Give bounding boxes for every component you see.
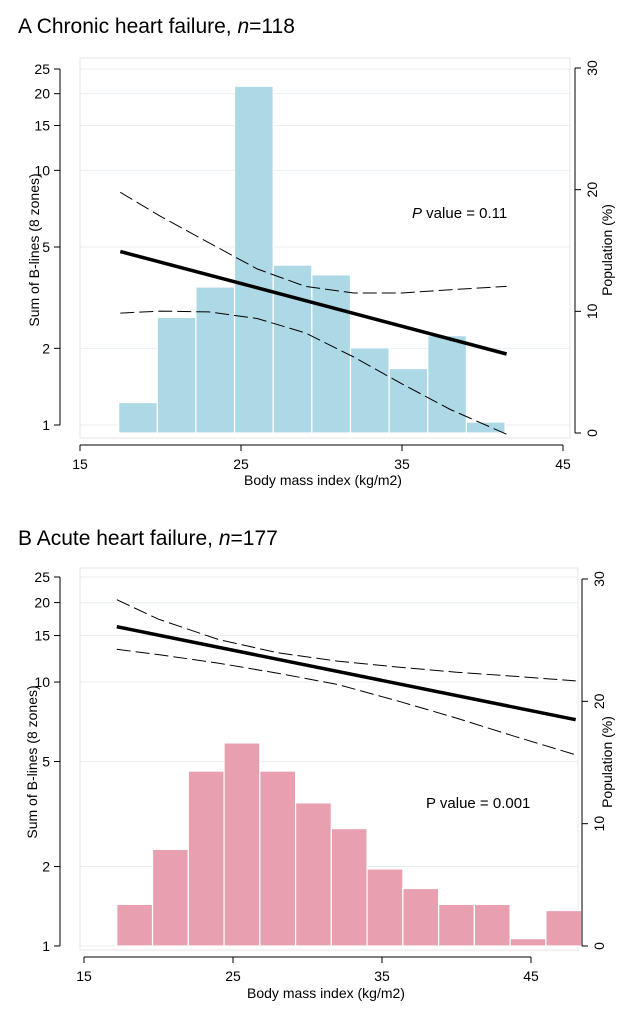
histogram-bar (330, 827, 368, 947)
panel-b-y2-axis-label: Population (%) (599, 716, 615, 808)
y-tick-label: 1 (42, 417, 50, 433)
y2-tick-label: 30 (591, 571, 607, 587)
y-tick-label: 1 (42, 938, 50, 954)
panel-a-title: A Chronic heart failure, n=118 (18, 15, 295, 38)
histogram-bar (187, 770, 225, 947)
y-tick-label: 15 (34, 117, 50, 133)
y2-tick-label: 0 (584, 429, 600, 437)
y2-tick-label: 20 (584, 182, 600, 198)
histogram-bar (473, 903, 511, 947)
y-tick-label: 5 (42, 239, 50, 255)
y-tick-label: 15 (34, 628, 50, 644)
x-tick-label: 35 (394, 456, 410, 472)
y-tick-label: 10 (34, 674, 50, 690)
histogram-bar (156, 316, 197, 434)
x-tick-label: 45 (555, 456, 571, 472)
ci-lower-line (120, 310, 507, 435)
histogram-bar (259, 770, 297, 947)
x-tick-label: 35 (374, 968, 390, 984)
x-tick-label: 25 (233, 456, 249, 472)
fit-line (116, 624, 577, 722)
y-tick-label: 20 (34, 595, 50, 611)
panel-b-title: B Acute heart failure, n=177 (18, 527, 278, 550)
histogram-bar (151, 848, 189, 947)
y-tick-label: 25 (34, 61, 50, 77)
histogram-bar (272, 264, 313, 434)
panel-a: A Chronic heart failure, n=118 125101520… (18, 15, 615, 488)
histogram-bar (294, 802, 332, 947)
panel-b-p-value: P value = 0.001 (426, 795, 530, 812)
histogram-bar (545, 909, 583, 947)
ci-upper-line (120, 191, 507, 294)
y2-tick-label: 0 (591, 942, 607, 950)
panel-b: B Acute heart failure, n=177 12510152025… (18, 527, 615, 1001)
panel-b-fit-lines (116, 599, 577, 756)
y-tick-label: 2 (42, 859, 50, 875)
y2-tick-label: 30 (584, 60, 600, 76)
histogram-bar (402, 887, 440, 947)
y2-tick-label: 10 (591, 816, 607, 832)
y-tick-label: 5 (42, 754, 50, 770)
histogram-bar (195, 286, 236, 434)
panel-b-histogram (116, 742, 583, 947)
histogram-bar (427, 335, 468, 434)
panel-a-fit-lines (119, 191, 508, 435)
y-tick-label: 25 (34, 569, 50, 585)
y-tick-label: 10 (34, 162, 50, 178)
ci-upper-line (116, 599, 576, 682)
x-tick-label: 45 (523, 968, 539, 984)
panel-a-p-value: P value = 0.11 (412, 205, 507, 222)
y2-tick-label: 20 (591, 693, 607, 709)
y-tick-label: 20 (34, 86, 50, 102)
x-tick-label: 15 (72, 456, 88, 472)
histogram-bar (465, 421, 506, 434)
histogram-bar (349, 347, 390, 434)
histogram-bar (388, 367, 429, 434)
panel-b-x-axis-label: Body mass index (kg/m2) (247, 985, 405, 1001)
histogram-bar (438, 903, 475, 947)
fit-line (119, 249, 508, 356)
histogram-bar (366, 868, 404, 947)
panel-a-x-axis-label: Body mass index (kg/m2) (244, 472, 402, 488)
ci-lower-line (116, 648, 576, 756)
y2-tick-label: 10 (584, 303, 600, 319)
histogram-bar (116, 903, 154, 947)
histogram-bar (223, 742, 261, 947)
panel-a-y2-axis-label: Population (%) (599, 204, 615, 296)
x-tick-label: 15 (76, 968, 92, 984)
y-tick-label: 2 (42, 340, 50, 356)
histogram-bar (509, 938, 547, 947)
panel-b-y-axis-label: Sum of B-lines (8 zones) (24, 685, 40, 838)
histogram-bar (311, 274, 352, 434)
histogram-bar (118, 401, 158, 434)
panel-a-y-axis-label: Sum of B-lines (8 zones) (26, 173, 42, 326)
x-tick-label: 25 (225, 968, 241, 984)
